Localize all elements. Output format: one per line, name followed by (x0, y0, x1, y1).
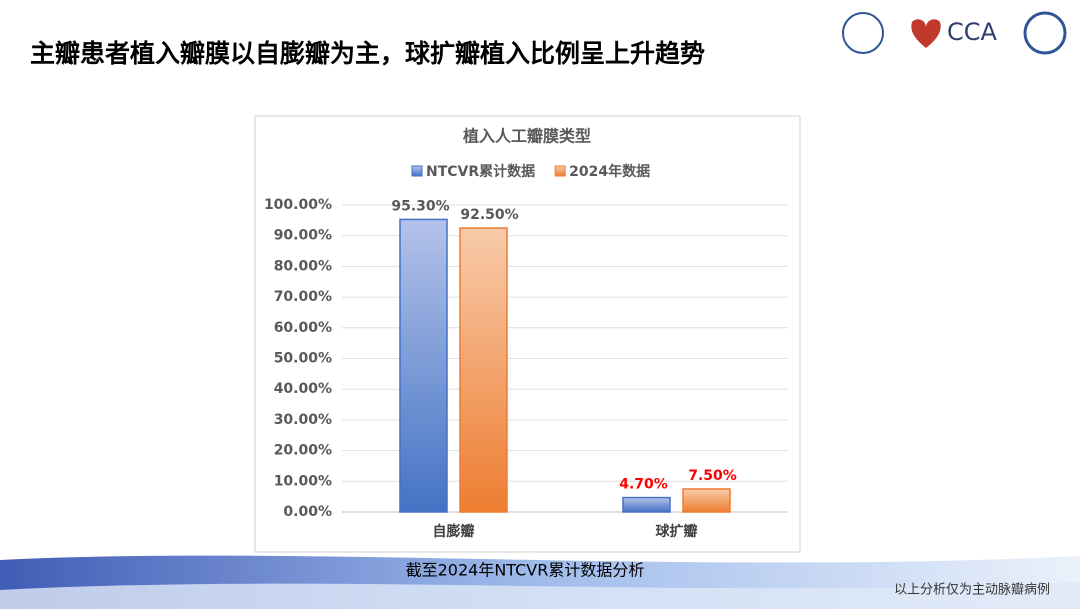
y-tick-label: 70.00% (274, 289, 332, 305)
bar (682, 488, 731, 513)
y-tick-label: 30.00% (274, 412, 332, 428)
value-label: 92.50% (460, 207, 518, 223)
y-tick-label: 90.00% (274, 228, 332, 244)
value-label: 7.50% (688, 468, 737, 484)
value-label: 95.30% (391, 198, 449, 214)
x-tick-label: 自膨瓣 (433, 523, 475, 540)
y-tick-label: 100.00% (264, 197, 332, 213)
bar (622, 496, 671, 513)
legend-swatch (554, 165, 566, 177)
footnote: 以上分析仅为主动脉瓣病例 (894, 583, 1050, 598)
chart-frame (254, 115, 801, 553)
bar (459, 227, 508, 513)
logo (1023, 11, 1067, 55)
value-label: 4.70% (619, 477, 668, 493)
chart-title: 植入人工瓣膜类型 (462, 127, 591, 146)
logo (911, 19, 941, 48)
bar (399, 218, 448, 513)
x-tick-label: 球扩瓣 (656, 523, 698, 540)
y-tick-label: 50.00% (274, 351, 332, 367)
logo-text: CCA (947, 18, 998, 46)
slide-title: 主瓣患者植入瓣膜以自膨瓣为主，球扩瓣植入比例呈上升趋势 (30, 39, 705, 68)
logo (842, 12, 884, 54)
footer-wave (0, 582, 1080, 609)
y-tick-label: 40.00% (274, 381, 332, 397)
legend-swatch (411, 165, 423, 177)
caption: 截至2024年NTCVR累计数据分析 (406, 561, 645, 580)
y-tick-label: 80.00% (274, 258, 332, 274)
y-tick-label: 60.00% (274, 320, 332, 336)
legend-label: 2024年数据 (569, 163, 650, 180)
y-tick-label: 10.00% (274, 473, 332, 489)
y-tick-label: 0.00% (283, 504, 332, 520)
y-tick-label: 20.00% (274, 443, 332, 459)
legend-label: NTCVR累计数据 (426, 163, 535, 180)
